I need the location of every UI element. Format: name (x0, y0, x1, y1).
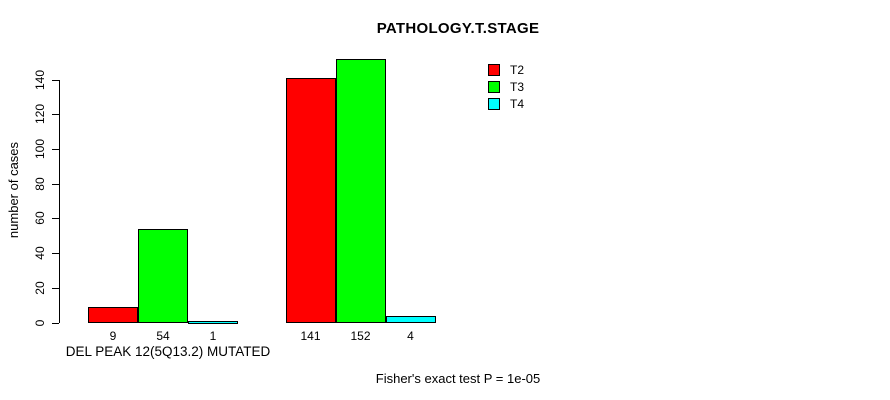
bar-t2 (285, 77, 336, 324)
y-tick-label: 20 (33, 281, 47, 295)
legend-item-t3: T3 (488, 81, 524, 93)
legend-label: T4 (510, 97, 525, 111)
chart-title: PATHOLOGY.T.STAGE (376, 20, 540, 37)
legend-swatch-t3 (488, 81, 500, 93)
legend-swatch-t4 (488, 98, 500, 110)
y-tick-label: 80 (33, 177, 47, 191)
y-tick (51, 287, 59, 289)
y-tick (51, 79, 59, 81)
bar-t3 (335, 58, 386, 324)
y-tick (51, 322, 59, 324)
bar-value-label: 141 (300, 329, 321, 343)
bar-value-label: 54 (156, 329, 170, 343)
bar-value-label: 9 (109, 329, 117, 343)
bar-t2 (88, 306, 138, 324)
annotation-fishers-test: Fisher's exact test P = 1e-05 (375, 371, 541, 386)
bar-t4 (385, 315, 436, 324)
bar-t3 (138, 228, 188, 324)
y-tick-label: 60 (33, 211, 47, 226)
y-axis-label: number of cases (6, 141, 21, 239)
y-axis-line (58, 79, 60, 324)
legend-label: T3 (510, 80, 525, 94)
bar-value-label: 152 (350, 329, 371, 343)
legend-swatch-t2 (488, 64, 500, 76)
legend-item-t2: T2 (488, 64, 524, 76)
y-tick-label: 140 (33, 69, 47, 90)
y-tick (51, 114, 59, 116)
y-tick-label: 0 (33, 319, 47, 326)
y-tick (51, 218, 59, 220)
y-tick (51, 183, 59, 185)
bar-value-label: 1 (209, 329, 217, 343)
y-tick-label: 40 (33, 246, 47, 260)
legend-item-t4: T4 (488, 98, 524, 110)
y-tick (51, 253, 59, 255)
y-tick (51, 149, 59, 151)
legend: T2 T3 T4 (488, 64, 524, 110)
x-axis-group-label: DEL PEAK 12(5Q13.2) MUTATED (65, 344, 271, 359)
y-tick-label: 120 (33, 104, 47, 125)
y-tick-label: 100 (33, 139, 47, 160)
legend-label: T2 (510, 63, 525, 77)
bar-value-label: 4 (407, 329, 414, 343)
bar-t4 (188, 320, 238, 324)
